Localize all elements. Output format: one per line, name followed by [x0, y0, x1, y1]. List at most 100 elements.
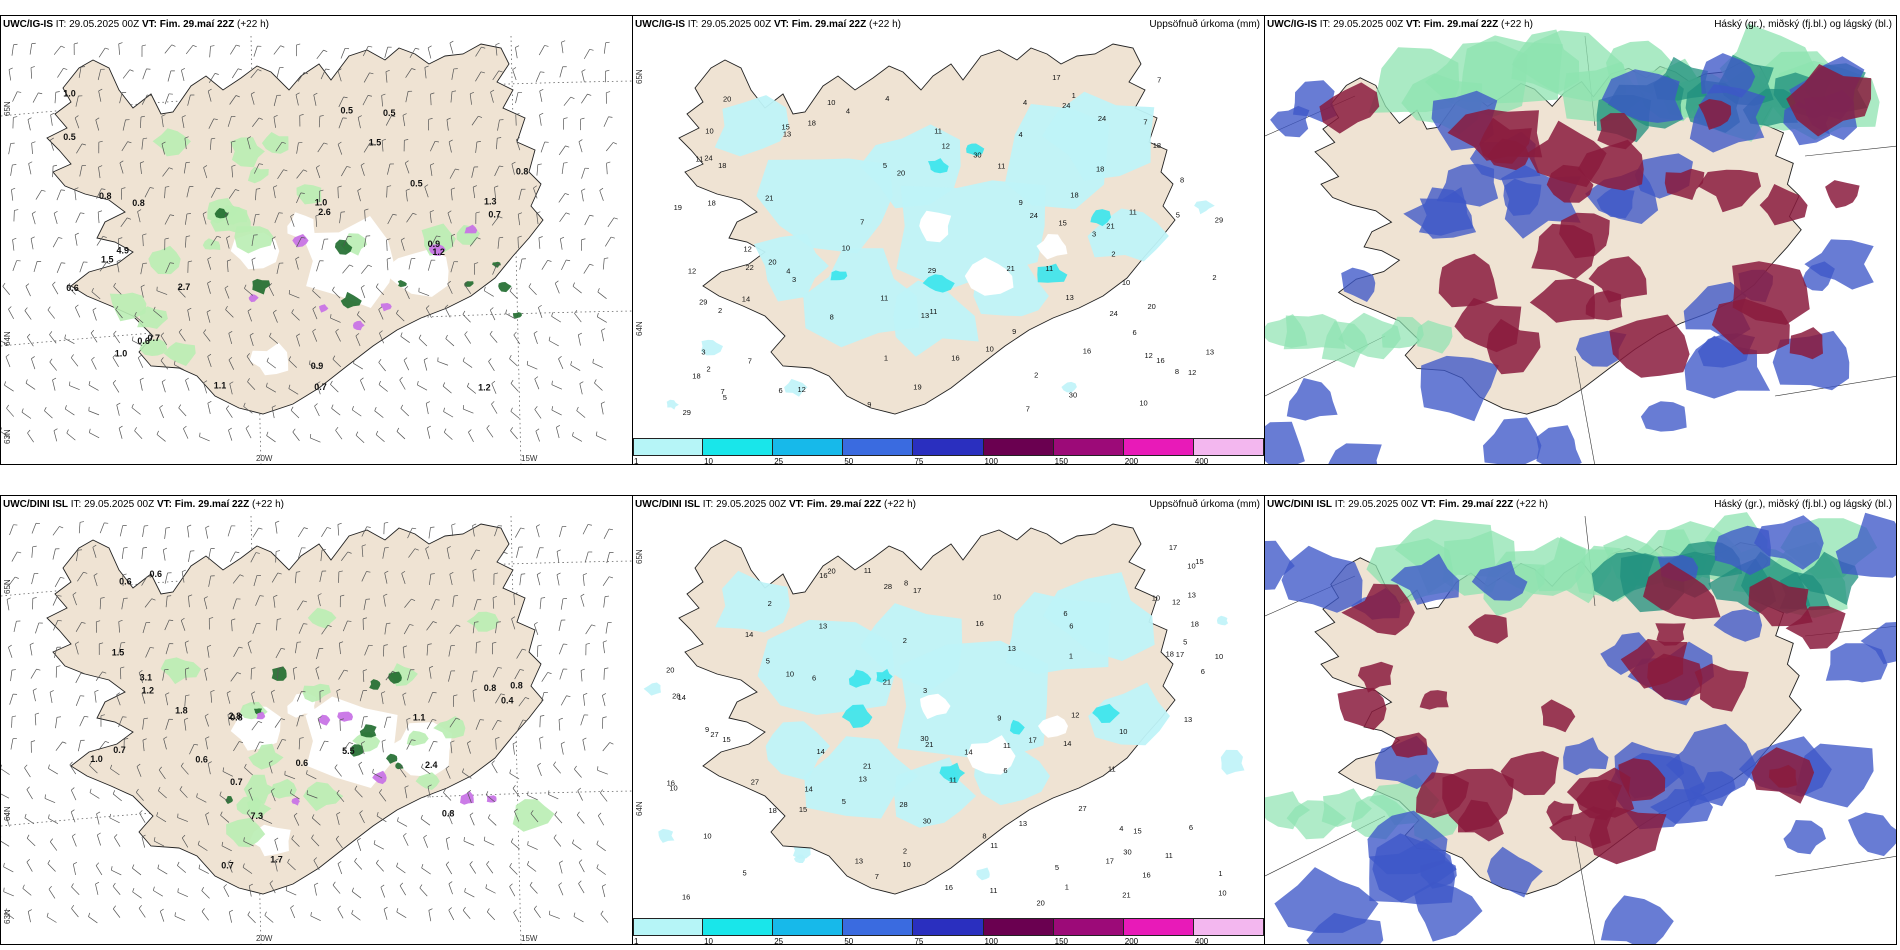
wind-barb: [270, 790, 276, 802]
wind-barb: [181, 70, 185, 81]
wind-barb-flag: [139, 810, 143, 814]
colorbar-outline: [633, 918, 1264, 936]
wind-barb-flag: [112, 354, 116, 358]
precip-value: 9: [997, 713, 1001, 722]
wind-barb: [385, 115, 392, 126]
wind-barb-flag: [188, 594, 193, 597]
wind-barb-flag: [194, 743, 199, 746]
wind-barb-flag: [140, 161, 145, 164]
high-cloud: [1786, 64, 1872, 137]
wind-barb-flag: [560, 741, 565, 745]
low-cloud: [1381, 316, 1424, 349]
precip-value: 18: [692, 372, 700, 381]
wind-barb: [530, 813, 539, 823]
wind-barb: [313, 94, 317, 106]
wind-barb: [536, 213, 539, 225]
wind-barb-flag: [387, 185, 392, 187]
precip-value: 12: [688, 267, 696, 276]
wind-barb: [26, 789, 33, 800]
value-label: 2.6: [318, 207, 331, 217]
wind-barb-flag: [300, 192, 305, 194]
wind-barb-flag: [447, 811, 452, 815]
wind-barb: [603, 596, 606, 608]
wind-barb-flag: [386, 238, 391, 241]
wind-barb-flag: [50, 137, 54, 141]
wind-barb-flag: [27, 117, 32, 120]
wind-barb: [286, 890, 297, 896]
wind-barb: [600, 792, 608, 802]
wind-barb: [535, 71, 541, 83]
wind-barb-flag: [140, 284, 145, 288]
wind-barb: [310, 437, 321, 443]
wind-barb: [343, 236, 348, 247]
field-title: Háský (gr.), miðský (fj.bl.) og lágský (…: [1714, 499, 1892, 510]
wind-barb-flag: [355, 333, 360, 337]
wind-barb: [159, 911, 165, 922]
wind-barb-flag: [188, 260, 193, 263]
precip-value: 20: [827, 567, 835, 576]
precip-value: 24: [1030, 211, 1038, 220]
wind-barb: [274, 212, 280, 224]
wind-barb-flag: [92, 544, 97, 548]
wind-barb-flag: [511, 616, 516, 620]
lead-time: (+22 h): [1516, 499, 1548, 510]
wind-barb-flag: [97, 832, 101, 836]
wind-barb: [404, 288, 410, 300]
wind-barb-flag: [312, 287, 315, 291]
precip-value: 4: [1023, 98, 1027, 107]
wind-barb-flag: [266, 431, 269, 436]
wind-barb: [72, 594, 77, 606]
wind-barb: [445, 838, 449, 850]
wind-barb-flag: [96, 811, 101, 815]
panel-precip-top: 12 10 7 18 20 2 12 7 7 11 10 5 30 4 16 3 8 21 10 13 18 22 3 11 1…: [632, 15, 1265, 465]
wind-barb: [536, 574, 541, 586]
wind-barb: [560, 695, 567, 706]
wind-barb-flag: [70, 354, 74, 358]
wind-barb-flag: [123, 547, 128, 549]
wind-barb-flag: [391, 115, 396, 118]
colorbar-segment: [843, 918, 914, 936]
wind-barb: [363, 599, 367, 611]
wind-barb: [157, 868, 168, 875]
wind-barb: [95, 865, 103, 876]
wind-barb-flag: [580, 593, 585, 597]
wind-barb-flag: [512, 784, 516, 789]
wind-barb-flag: [474, 262, 479, 265]
wind-barb-flag: [383, 593, 388, 597]
wind-barb: [361, 716, 365, 728]
wind-barb-flag: [32, 545, 37, 548]
wind-barb: [360, 380, 366, 391]
wind-barb: [56, 189, 62, 201]
wind-barb: [539, 114, 542, 126]
wind-barb-flag: [134, 427, 137, 431]
precip-value: 6: [1133, 328, 1137, 337]
wind-barb: [378, 309, 384, 320]
wind-barb: [334, 767, 342, 777]
wind-barb: [364, 210, 366, 222]
wind-shade-light: [433, 716, 466, 739]
wind-barb: [114, 837, 121, 847]
wind-barb: [513, 334, 521, 345]
value-label: 0.7: [113, 745, 126, 755]
wind-barb-flag: [346, 166, 351, 168]
init-time: IT: 29.05.2025 00Z: [55, 19, 140, 30]
wind-barb: [266, 435, 276, 443]
wind-barb: [578, 141, 583, 153]
wind-barb: [70, 789, 77, 801]
wind-barb: [475, 71, 482, 82]
precip-value: 24: [1098, 114, 1106, 123]
wind-barb: [180, 765, 189, 775]
wind-barb-flag: [447, 280, 451, 285]
wind-barb: [578, 862, 585, 873]
wind-barb: [141, 576, 148, 586]
wind-barb: [584, 215, 590, 226]
lat-label: 63N: [3, 429, 12, 444]
wind-barb-flag: [574, 310, 578, 314]
wind-barb: [426, 644, 429, 656]
precip-value: 14: [805, 785, 813, 794]
wind-barb: [255, 595, 261, 606]
wind-barb: [247, 310, 252, 322]
precip-value: 13: [1184, 715, 1192, 724]
wind-barb: [337, 144, 343, 155]
wind-barb-flag: [25, 283, 30, 287]
